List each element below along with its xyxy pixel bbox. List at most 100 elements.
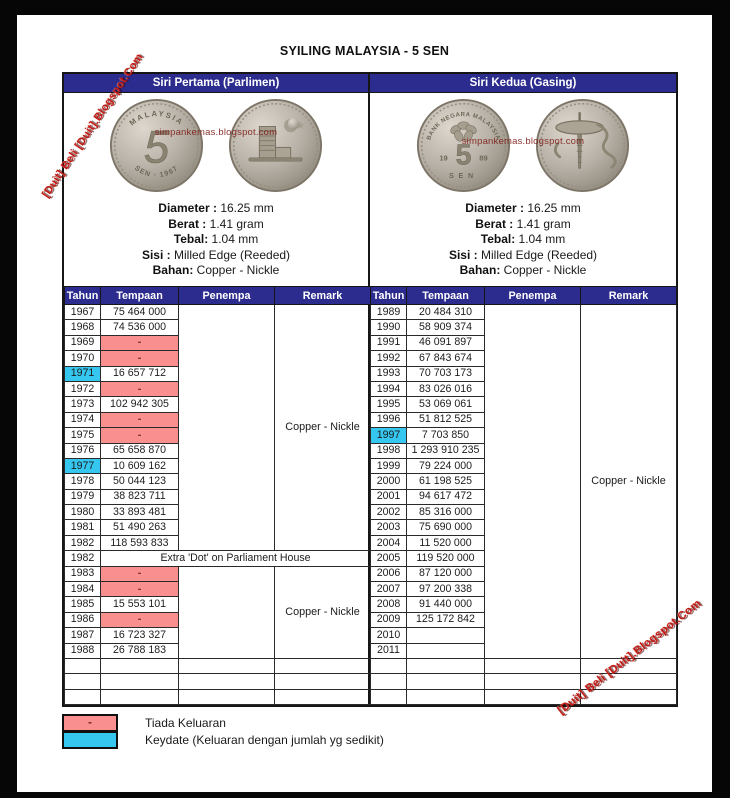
col-header-remark: Remark xyxy=(274,286,371,305)
no-issue-cell: - xyxy=(100,334,179,352)
table-row: 1986- xyxy=(64,611,371,629)
coin-images-kedua: BANK NEGARA MALAYSIA 5 19 89 SEN xyxy=(370,93,676,197)
table-row: 1995 53 069 061 xyxy=(370,396,677,413)
legend-row-keydate: Keydate (Keluaran dengan jumlah yg sedik… xyxy=(62,730,384,749)
col-header-penempa: Penempa xyxy=(484,286,581,305)
table-row: 1996 51 812 525 xyxy=(370,411,677,429)
remark-merged-cell: Copper - Nickle xyxy=(274,303,371,552)
table-row: 1979 38 823 711 xyxy=(64,488,371,506)
col-header-tahun: Tahun xyxy=(370,286,407,305)
keydate-cell: 1977 xyxy=(64,457,101,475)
legend-swatch-keydate xyxy=(62,730,118,749)
table-row: 1983- Copper - Nickle xyxy=(64,565,371,659)
legend-row-no-issue: - Tiada Keluaran xyxy=(62,714,384,732)
no-issue-cell: - xyxy=(100,427,179,444)
table-row: 1988 26 788 183 xyxy=(64,642,371,659)
page-title: SYILING MALAYSIA - 5 SEN xyxy=(279,44,450,58)
empty-row xyxy=(370,673,677,690)
table-row: 2002 85 316 000 xyxy=(370,504,677,521)
no-issue-cell: - xyxy=(100,565,179,583)
table-row: 1992 67 843 674 xyxy=(370,350,677,367)
col-header-tahun: Tahun xyxy=(64,286,101,305)
table-row: 1997 7 703 850 xyxy=(370,427,677,444)
col-header-penempa: Penempa xyxy=(178,286,275,305)
table-row: 2005 119 520 000 xyxy=(370,550,677,567)
table-row: 1991 46 091 897 xyxy=(370,334,677,352)
no-issue-cell: - xyxy=(100,581,179,598)
no-issue-cell: - xyxy=(100,350,179,367)
table-row: 1972- xyxy=(64,380,371,398)
table-row: 1993 70 703 173 xyxy=(370,365,677,382)
remark-merged-cell: Copper - Nickle xyxy=(274,565,371,659)
table-row: 1978 50 044 123 xyxy=(64,473,371,490)
table-row: 1973 102 942 305 xyxy=(64,396,371,413)
table-row: 1976 65 658 870 xyxy=(64,442,371,459)
col-header-tempaan: Tempaan xyxy=(100,286,179,305)
table-row: 1975- xyxy=(64,427,371,444)
legend-label-keydate: Keydate (Keluaran dengan jumlah yg sedik… xyxy=(145,733,384,747)
legend-swatch-no-issue: - xyxy=(62,714,118,732)
keydate-cell: 1971 xyxy=(64,365,101,382)
table-note-row: 1982 Extra 'Dot' on Parliament House xyxy=(64,550,371,567)
table-row: 1999 79 224 000 xyxy=(370,457,677,475)
remark-merged-cell: Copper - Nickle xyxy=(580,304,677,659)
table-row: 2003 75 690 000 xyxy=(370,519,677,536)
section-header-kedua: Siri Kedua (Gasing) xyxy=(370,74,676,93)
spec-line: Bahan: Copper - Nickle xyxy=(152,263,280,278)
coin-year-left: 19 xyxy=(439,153,447,162)
table-row: 1970- xyxy=(64,350,371,367)
empty-row xyxy=(64,657,371,675)
mintage-table-kedua: Tahun Tempaan Penempa Remark 1989 20 484 … xyxy=(370,286,677,706)
section-siri-kedua: Siri Kedua (Gasing) BANK NEGARA MALAYSIA xyxy=(370,74,677,706)
mintage-table-pertama: Tahun Tempaan Penempa Remark 1967 75 464 … xyxy=(64,286,371,706)
table-header-row: Tahun Tempaan Penempa Remark xyxy=(370,286,677,305)
coin-reverse-parlimen-icon xyxy=(228,98,323,192)
penempa-merged-cell xyxy=(484,304,581,659)
empty-row xyxy=(370,657,677,675)
table-row: 1990 58 909 374 xyxy=(370,319,677,336)
table-row: 1977 10 609 162 xyxy=(64,457,371,475)
table-row: 1987 16 723 327 xyxy=(64,627,371,644)
spec-line: Diameter : 16.25 mm xyxy=(465,201,581,215)
no-issue-cell: - xyxy=(100,380,179,398)
col-header-tempaan: Tempaan xyxy=(406,286,485,305)
empty-row xyxy=(64,673,371,690)
table-row: 1968 74 536 000 xyxy=(64,319,371,336)
keydate-cell: 1997 xyxy=(370,427,407,444)
table-row: 2001 94 617 472 xyxy=(370,488,677,506)
table-row: 2008 91 440 000 xyxy=(370,596,677,613)
table-row: 1971 16 657 712 xyxy=(64,365,371,382)
spec-line: Bahan: Copper - Nickle xyxy=(459,263,587,278)
legend: - Tiada Keluaran Keydate (Keluaran denga… xyxy=(62,714,384,749)
table-row: 1969- xyxy=(64,334,371,352)
no-issue-cell: - xyxy=(100,411,179,429)
empty-row xyxy=(370,688,677,706)
spec-line: Berat : 1.41 gram xyxy=(168,216,264,231)
no-issue-cell: - xyxy=(100,611,179,629)
table-row: 1998 1 293 910 235 xyxy=(370,442,677,459)
coin-images-pertama: MALAYSIA 5 SEN · 1967 xyxy=(64,93,368,197)
section-header-pertama: Siri Pertama (Parlimen) xyxy=(64,74,368,93)
spec-line: Sisi : Milled Edge (Reeded) xyxy=(448,247,598,262)
table-row: 2004 11 520 000 xyxy=(370,534,677,552)
coin-year-right: 89 xyxy=(479,153,487,162)
table-row: 1974- xyxy=(64,411,371,429)
spec-line: Tebal: 1.04 mm xyxy=(173,232,259,247)
coin-text-sen: SEN xyxy=(449,171,478,179)
table-row: 2000 61 198 525 xyxy=(370,473,677,490)
table-row: 1982 118 593 833 xyxy=(64,534,371,552)
spec-line: Sisi : Milled Edge (Reeded) xyxy=(141,247,291,262)
coin-obverse-parlimen-icon: MALAYSIA 5 SEN · 1967 xyxy=(109,98,204,192)
table-header-row: Tahun Tempaan Penempa Remark xyxy=(64,286,371,305)
section-siri-pertama: Siri Pertama (Parlimen) xyxy=(64,74,371,706)
table-row: 1989 20 484 310 Copper - Nickle xyxy=(370,303,677,659)
table-row: 2006 87 120 000 xyxy=(370,565,677,583)
main-table-container: Siri Pertama (Parlimen) xyxy=(62,72,678,707)
coin-obverse-gasing-icon: BANK NEGARA MALAYSIA 5 19 89 SEN xyxy=(416,98,511,192)
table-row: 1967 75 464 000 Copper - Nickle xyxy=(64,303,371,552)
col-header-remark: Remark xyxy=(580,286,677,305)
spec-line: Diameter : 16.25 mm xyxy=(158,201,274,215)
empty-row xyxy=(64,688,371,706)
penempa-merged-cell xyxy=(178,565,275,659)
